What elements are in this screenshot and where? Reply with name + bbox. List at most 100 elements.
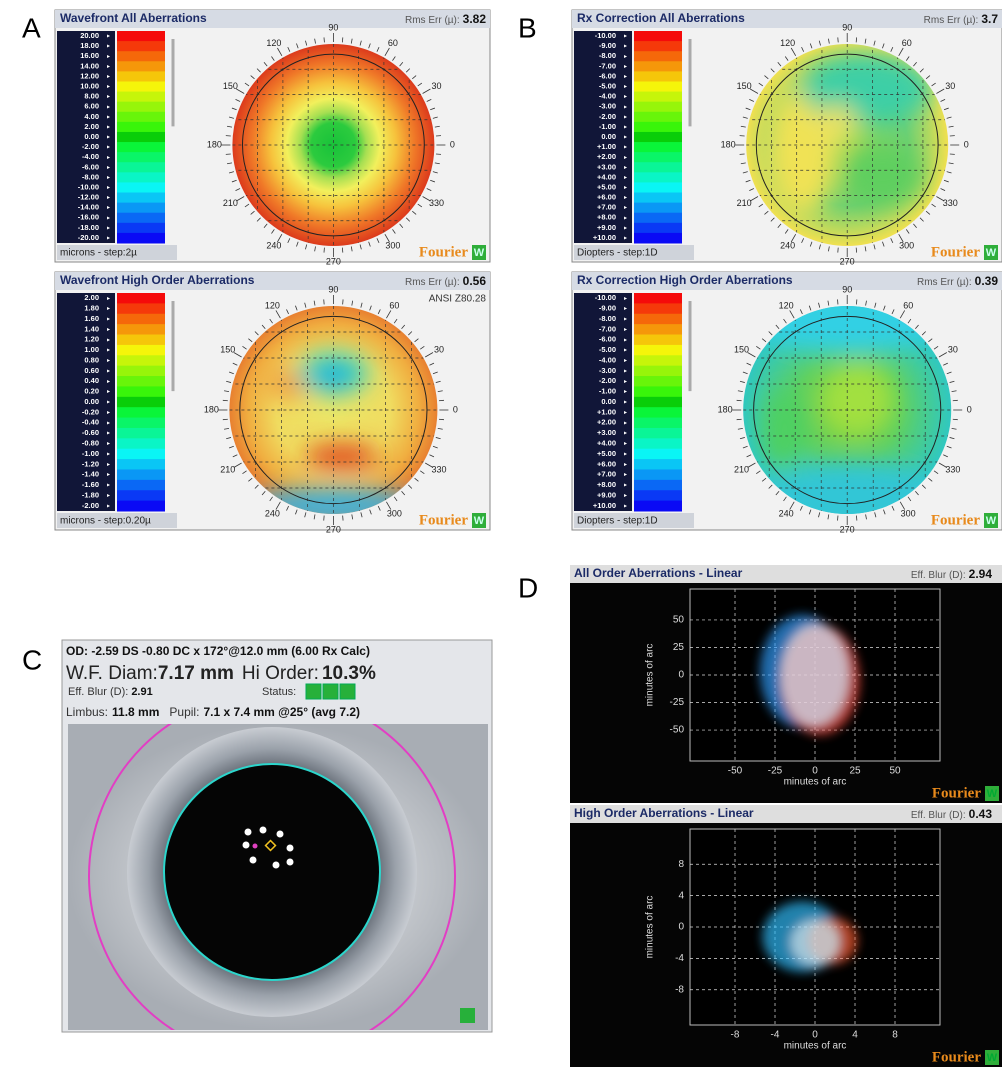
angle-label: 240 xyxy=(779,508,794,518)
angle-label: 210 xyxy=(223,198,238,208)
rms-value: 3.7 xyxy=(981,12,998,26)
scale-arrow: ▸ xyxy=(107,410,110,416)
angle-label: 300 xyxy=(385,241,400,251)
map-note: ANSI Z80.28 xyxy=(429,294,487,305)
scale-cell xyxy=(634,303,682,314)
scale-cell xyxy=(634,355,682,366)
scale-cell xyxy=(117,182,165,193)
scale-arrow: ▸ xyxy=(624,84,627,90)
scale-cell xyxy=(117,152,165,163)
scale-cell xyxy=(634,41,682,52)
scale-label: 0.40 xyxy=(84,376,99,385)
scale-label: -16.00 xyxy=(78,213,99,222)
scale-label: -12.00 xyxy=(78,193,99,202)
scale-label: 0.80 xyxy=(84,355,99,364)
psf-title: All Order Aberrations - Linear xyxy=(574,566,743,580)
scale-cell xyxy=(117,61,165,72)
scale-cell xyxy=(634,152,682,163)
scale-cell xyxy=(634,324,682,335)
page: A B C D Wavefront All AberrationsRms Err… xyxy=(0,0,1002,1070)
x-tick-label: 8 xyxy=(892,1030,898,1041)
x-tick-label: -4 xyxy=(771,1030,780,1041)
scale-cell xyxy=(117,132,165,143)
scale-label: 0.20 xyxy=(84,387,99,396)
scale-cell xyxy=(634,162,682,173)
scale-cell xyxy=(117,407,165,418)
blur-line: Eff. Blur (D):2.91 xyxy=(68,686,153,698)
scale-arrow: ▸ xyxy=(624,462,627,468)
diam-value: 7.17 mm xyxy=(158,663,234,684)
status-icon xyxy=(306,684,321,699)
angle-label: 120 xyxy=(779,300,794,310)
scale-arrow: ▸ xyxy=(624,114,627,120)
angle-label: 90 xyxy=(842,22,852,32)
scale-cell xyxy=(634,92,682,103)
scale-cell xyxy=(634,203,682,214)
rms-value: 0.56 xyxy=(463,274,487,288)
rms: Rms Err (µ):3.7 xyxy=(924,12,999,26)
angle-label: 210 xyxy=(734,464,749,474)
reflex-dot xyxy=(287,859,294,866)
reflex-dot xyxy=(277,831,284,838)
panel-label: B xyxy=(518,12,537,43)
angle-label: 330 xyxy=(432,464,447,474)
scale-arrow: ▸ xyxy=(107,44,110,50)
scale-arrow: ▸ xyxy=(107,34,110,40)
pupil-value: 7.1 x 7.4 mm @25° (avg 7.2) xyxy=(203,705,360,719)
scale-label: +8.00 xyxy=(597,480,616,489)
brand: Fourier xyxy=(419,512,468,528)
scale-label: 2.00 xyxy=(84,122,99,131)
scale-cell xyxy=(634,469,682,480)
scale-arrow: ▸ xyxy=(624,296,627,302)
scale-cell xyxy=(634,31,682,42)
angle-label: 330 xyxy=(945,464,960,474)
scale-label: -6.00 xyxy=(599,71,616,80)
panel-label: C xyxy=(22,644,42,675)
scale-arrow: ▸ xyxy=(107,337,110,343)
scale-cell xyxy=(117,324,165,335)
scale-cell xyxy=(634,81,682,92)
scale-arrow: ▸ xyxy=(624,225,627,231)
scale-arrow: ▸ xyxy=(107,94,110,100)
scale-cell xyxy=(117,71,165,82)
scale-arrow: ▸ xyxy=(107,379,110,385)
scale-cell xyxy=(117,193,165,204)
scale-cell xyxy=(117,469,165,480)
blur-value: 0.43 xyxy=(969,807,993,821)
panel-label: A xyxy=(22,12,41,43)
scale-label: -1.80 xyxy=(82,490,99,499)
scale-arrow: ▸ xyxy=(107,348,110,354)
scale-label: 1.20 xyxy=(84,335,99,344)
scale-label: -8.00 xyxy=(82,172,99,181)
scale-label: -2.00 xyxy=(82,142,99,151)
hi-order-label: Hi Order: xyxy=(242,663,319,684)
scale-arrow: ▸ xyxy=(107,145,110,151)
scale-label: 0.00 xyxy=(84,397,99,406)
scale-arrow: ▸ xyxy=(624,472,627,478)
y-tick-label: -50 xyxy=(670,725,685,736)
status-icon xyxy=(460,1008,475,1023)
angle-label: 330 xyxy=(429,198,444,208)
scale-label: -9.00 xyxy=(599,304,616,313)
pupil xyxy=(164,764,380,980)
scale-label: -8.00 xyxy=(599,51,616,60)
scale-label: +1.00 xyxy=(597,142,616,151)
scale-cell xyxy=(634,438,682,449)
scale-arrow: ▸ xyxy=(107,368,110,374)
angle-label: 30 xyxy=(945,81,955,91)
scale-arrow: ▸ xyxy=(624,44,627,50)
scale-cell xyxy=(117,162,165,173)
blur-label: Eff. Blur (D): xyxy=(911,810,966,821)
status-label: Status: xyxy=(262,686,296,698)
diam-line: W.F. Diam:7.17 mmHi Order:10.3% xyxy=(66,663,376,684)
scale-cell xyxy=(634,61,682,72)
scale-cell xyxy=(117,51,165,62)
reflex-dot xyxy=(243,842,250,849)
scale-arrow: ▸ xyxy=(624,503,627,509)
scale-label: -3.00 xyxy=(599,366,616,375)
scale-arrow: ▸ xyxy=(107,503,110,509)
scale-arrow: ▸ xyxy=(624,155,627,161)
scale-cell xyxy=(634,314,682,325)
scale-arrow: ▸ xyxy=(107,84,110,90)
blur-value: 2.94 xyxy=(969,567,993,581)
